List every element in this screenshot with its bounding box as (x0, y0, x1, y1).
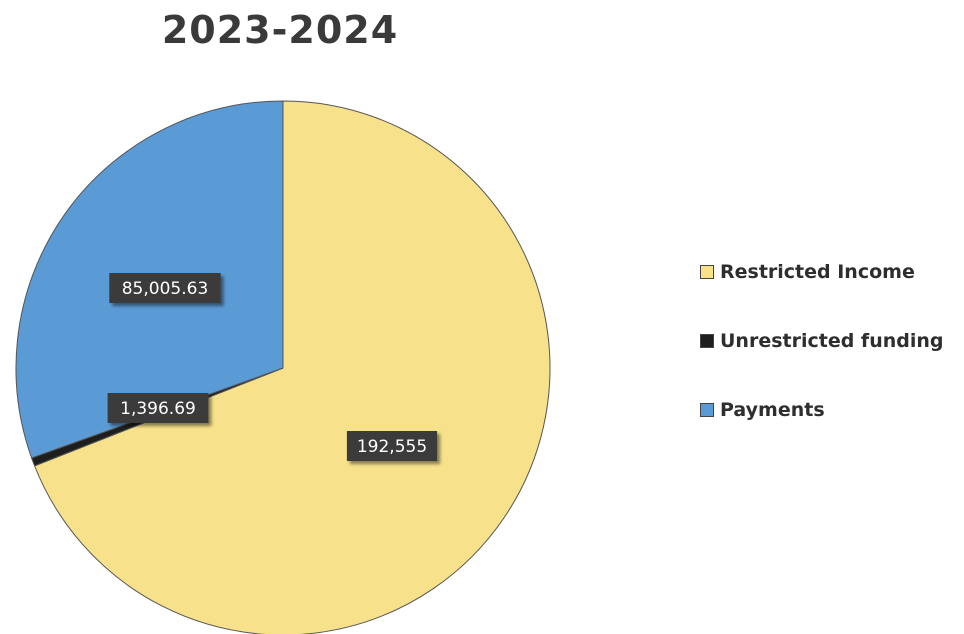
chart-legend: Restricted Income Unrestricted funding P… (700, 258, 944, 465)
legend-label: Payments (720, 398, 825, 421)
data-label-box (346, 431, 438, 461)
legend-item: Payments (700, 396, 944, 423)
data-label-box (109, 273, 221, 303)
data-label: 85,005.63 (109, 273, 221, 303)
data-label: 192,555 (346, 431, 438, 461)
pie-slice-restricted-income (33, 100, 551, 634)
data-label-box (107, 393, 209, 423)
legend-swatch-payments (700, 402, 714, 417)
data-label-text: 1,396.69 (120, 399, 196, 419)
data-label: 1,396.69 (107, 393, 209, 423)
data-label-text: 85,005.63 (122, 279, 209, 299)
legend-swatch-unrestricted-funding (700, 333, 714, 348)
chart-title: 2023-2024 (161, 8, 399, 52)
legend-label: Restricted Income (720, 260, 915, 283)
legend-label: Unrestricted funding (720, 329, 944, 352)
data-label-text: 192,555 (357, 437, 427, 457)
legend-item: Restricted Income (700, 258, 944, 285)
legend-item: Unrestricted funding (700, 327, 944, 354)
legend-swatch-restricted-income (700, 264, 714, 279)
